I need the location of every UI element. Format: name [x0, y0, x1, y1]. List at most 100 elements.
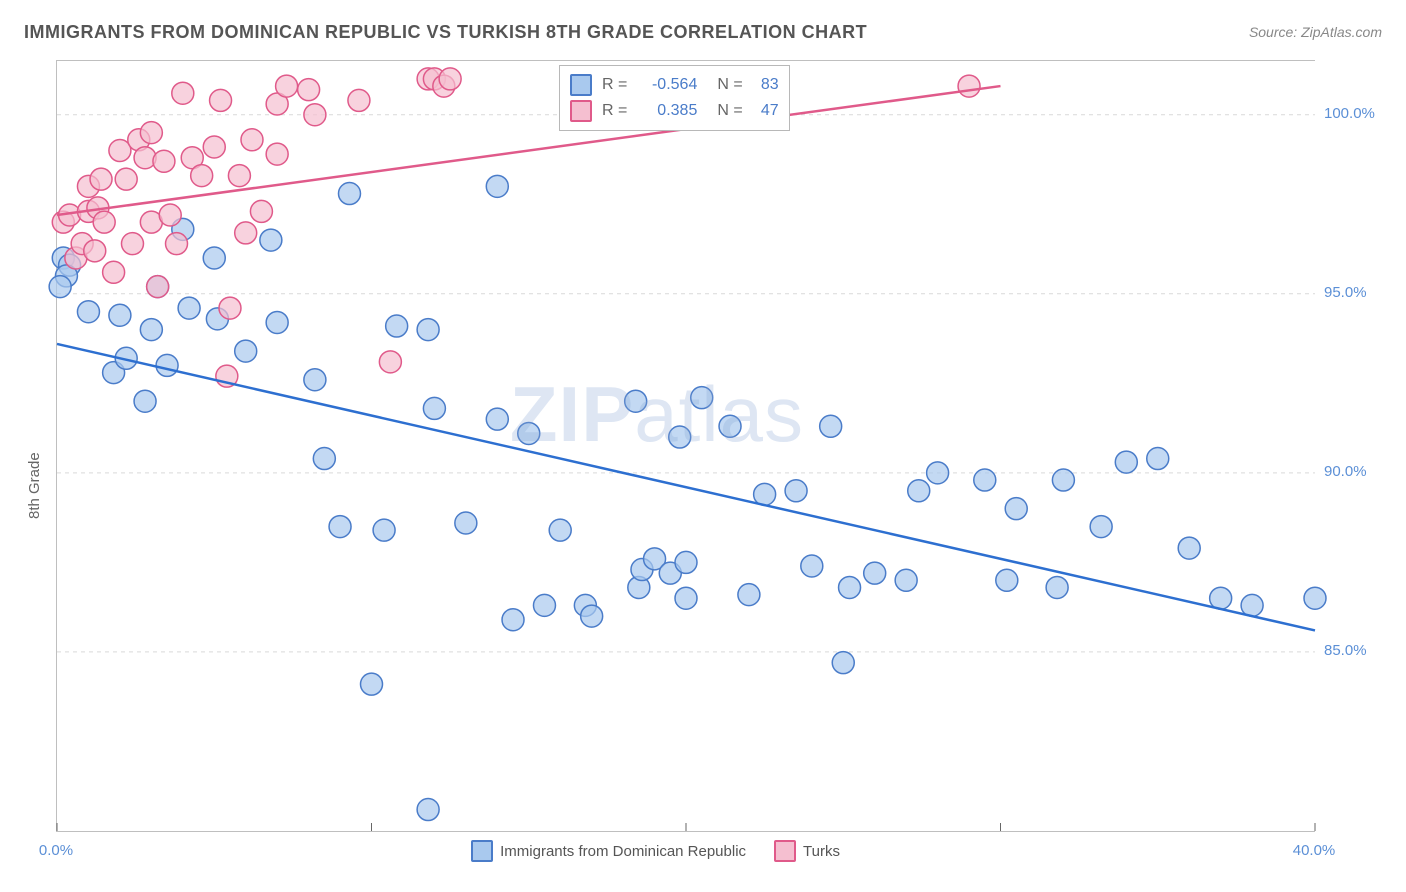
scatter-point	[832, 652, 854, 674]
scatter-point	[166, 233, 188, 255]
scatter-point	[159, 204, 181, 226]
y-tick-label: 85.0%	[1324, 642, 1367, 659]
scatter-point	[1304, 587, 1326, 609]
scatter-point	[1090, 516, 1112, 538]
scatter-point	[1241, 594, 1263, 616]
scatter-point	[379, 351, 401, 373]
scatter-point	[134, 390, 156, 412]
scatter-point	[77, 301, 99, 323]
plot-svg	[57, 61, 1315, 831]
scatter-point	[178, 297, 200, 319]
scatter-point	[502, 609, 524, 631]
scatter-point	[895, 569, 917, 591]
series-legend: Immigrants from Dominican Republic Turks	[471, 840, 840, 862]
scatter-point	[1046, 576, 1068, 598]
stats-n-label: N =	[717, 98, 742, 124]
scatter-point	[719, 415, 741, 437]
scatter-point	[313, 448, 335, 470]
scatter-point	[140, 319, 162, 341]
scatter-point	[219, 297, 241, 319]
scatter-point	[304, 369, 326, 391]
plot-area: ZIPatlas R =-0.564N =83R = 0.385N =47	[56, 60, 1315, 832]
scatter-point	[172, 82, 194, 104]
scatter-point	[439, 68, 461, 90]
scatter-point	[486, 408, 508, 430]
stats-swatch	[570, 100, 592, 122]
scatter-point	[533, 594, 555, 616]
scatter-point	[156, 354, 178, 376]
scatter-point	[518, 422, 540, 444]
x-tick-label: 40.0%	[1293, 842, 1336, 859]
scatter-point	[417, 799, 439, 821]
stats-row: R = 0.385 N = 47	[570, 98, 779, 124]
scatter-point	[348, 89, 370, 111]
scatter-point	[908, 480, 930, 502]
chart-title: IMMIGRANTS FROM DOMINICAN REPUBLIC VS TU…	[24, 22, 867, 43]
chart-root: IMMIGRANTS FROM DOMINICAN REPUBLIC VS TU…	[0, 0, 1406, 892]
y-tick-label: 90.0%	[1324, 463, 1367, 480]
scatter-point	[84, 240, 106, 262]
stats-n-label: N =	[717, 72, 742, 98]
scatter-point	[455, 512, 477, 534]
scatter-point	[373, 519, 395, 541]
scatter-point	[153, 150, 175, 172]
y-tick-label: 95.0%	[1324, 284, 1367, 301]
x-tick-label: 0.0%	[39, 842, 73, 859]
scatter-point	[974, 469, 996, 491]
legend-item: Immigrants from Dominican Republic	[471, 840, 746, 862]
stats-r-label: R =	[602, 98, 627, 124]
scatter-point	[1178, 537, 1200, 559]
scatter-point	[90, 168, 112, 190]
scatter-point	[785, 480, 807, 502]
stats-r-value: 0.385	[637, 98, 697, 124]
y-tick-label: 100.0%	[1324, 105, 1375, 122]
scatter-point	[675, 551, 697, 573]
scatter-point	[1115, 451, 1137, 473]
scatter-point	[549, 519, 571, 541]
stats-row: R = -0.564 N = 83	[570, 72, 779, 98]
scatter-point	[210, 89, 232, 111]
stats-n-value: 83	[753, 72, 779, 98]
scatter-point	[93, 211, 115, 233]
scatter-point	[1147, 448, 1169, 470]
scatter-point	[49, 276, 71, 298]
scatter-point	[276, 75, 298, 97]
scatter-point	[754, 483, 776, 505]
y-axis-label: 8th Grade	[26, 452, 43, 519]
legend-swatch	[774, 840, 796, 862]
scatter-point	[266, 311, 288, 333]
scatter-point	[260, 229, 282, 251]
legend-label: Immigrants from Dominican Republic	[500, 843, 746, 860]
scatter-point	[266, 143, 288, 165]
scatter-point	[801, 555, 823, 577]
stats-n-value: 47	[753, 98, 779, 124]
scatter-point	[417, 319, 439, 341]
scatter-point	[1210, 587, 1232, 609]
scatter-point	[486, 175, 508, 197]
scatter-point	[581, 605, 603, 627]
scatter-point	[386, 315, 408, 337]
scatter-point	[864, 562, 886, 584]
source-prefix: Source:	[1249, 24, 1301, 40]
scatter-point	[298, 79, 320, 101]
source-credit: Source: ZipAtlas.com	[1249, 24, 1382, 40]
stats-r-value: -0.564	[637, 72, 697, 98]
legend-item: Turks	[774, 840, 840, 862]
stats-swatch	[570, 74, 592, 96]
scatter-point	[191, 165, 213, 187]
scatter-point	[115, 168, 137, 190]
scatter-point	[338, 183, 360, 205]
stats-r-label: R =	[602, 72, 627, 98]
scatter-point	[103, 261, 125, 283]
scatter-point	[241, 129, 263, 151]
scatter-point	[228, 165, 250, 187]
scatter-point	[203, 247, 225, 269]
scatter-point	[250, 200, 272, 222]
scatter-point	[121, 233, 143, 255]
scatter-point	[235, 222, 257, 244]
scatter-point	[235, 340, 257, 362]
legend-label: Turks	[803, 843, 840, 860]
legend-swatch	[471, 840, 493, 862]
title-bar: IMMIGRANTS FROM DOMINICAN REPUBLIC VS TU…	[24, 18, 1382, 46]
scatter-point	[927, 462, 949, 484]
